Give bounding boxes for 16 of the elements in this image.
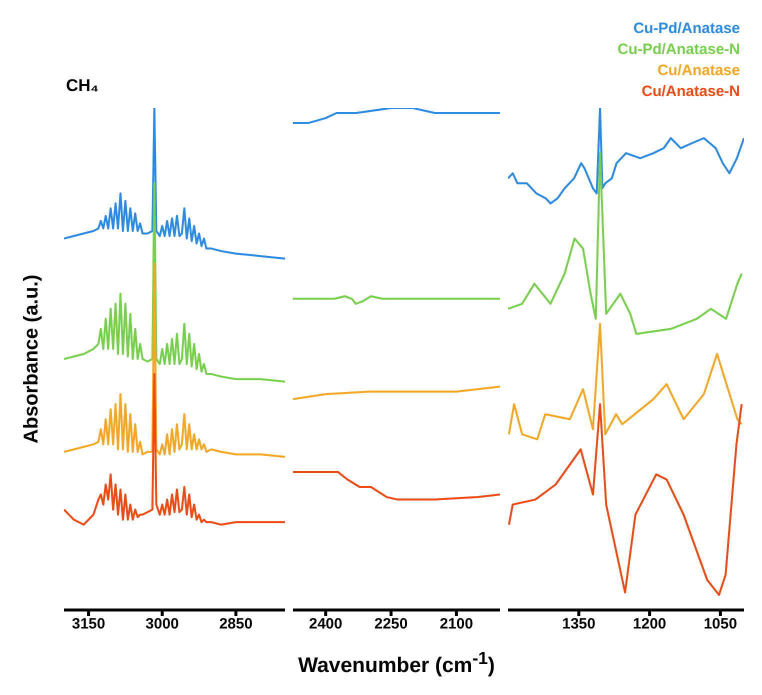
- chart-title: CH₄: [66, 76, 99, 96]
- x-tick-label: 2100: [440, 616, 474, 633]
- x-tick-label: 3150: [72, 616, 106, 633]
- x-tick-label: 1350: [562, 616, 596, 633]
- y-axis-title: Absorbance (a.u.): [20, 274, 44, 444]
- x-tick-label: 2400: [308, 616, 342, 633]
- x-tick-label: 2250: [374, 616, 408, 633]
- x-tick-label: 1200: [632, 616, 666, 633]
- text: Cu-Pd/Anatase-N: [617, 40, 740, 60]
- text: Cu/Anatase: [656, 61, 740, 81]
- text: Cu-Pd/Anatase: [632, 19, 740, 39]
- x-tick-label: 1050: [704, 616, 738, 633]
- x-tick-label: 2850: [219, 616, 253, 633]
- x-tick-label: 3000: [146, 616, 179, 633]
- x-axis-title: Wavenumber (cm$^{-1}$): [298, 648, 495, 678]
- text: Cu/Anatase-N: [640, 82, 740, 102]
